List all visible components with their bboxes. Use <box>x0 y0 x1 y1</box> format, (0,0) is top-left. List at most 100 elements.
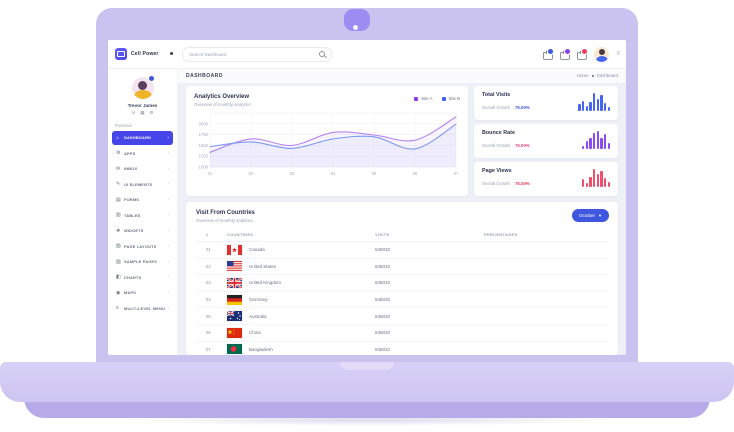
user-avatar[interactable] <box>594 46 610 62</box>
chevron-right-icon: › <box>167 274 169 281</box>
app-logo-icon[interactable] <box>115 48 127 60</box>
sidebar-item-apps[interactable]: ⚙ APPS › <box>112 146 173 161</box>
chevron-right-icon: › <box>167 181 169 188</box>
legend-swatch <box>414 96 419 101</box>
gear-icon[interactable]: ⚙ <box>149 110 154 115</box>
sidebar-item-label: FORMS <box>124 197 140 203</box>
notification-badge <box>547 47 555 55</box>
search-icon[interactable] <box>319 50 325 57</box>
laptop-base <box>0 362 734 402</box>
sidebar-item-ui-elements[interactable]: ✎ UI ELEMENTS › <box>112 177 173 192</box>
visits-value: 645032 <box>375 263 391 269</box>
visits-value: 645032 <box>375 346 391 352</box>
country-name: Australia <box>249 313 267 319</box>
spark-bar <box>593 133 596 149</box>
month-filter-label: October <box>579 213 596 218</box>
search-input[interactable] <box>183 51 315 57</box>
sidebar-item-label: SAMPLE PAGES <box>124 259 158 265</box>
stat-value: 75.00% <box>514 104 530 110</box>
sidebar-item-label: DASHBOARD <box>124 135 152 141</box>
svg-text:1500: 1500 <box>199 143 209 148</box>
messages-bag-icon[interactable] <box>560 47 572 60</box>
visits-value: 645032 <box>375 297 391 303</box>
table-row-china: 06 China 645032 <box>196 325 608 342</box>
row-index: 06 <box>206 330 211 336</box>
form-icon: ▤ <box>116 196 121 203</box>
laptop-notch <box>340 362 394 370</box>
sidebar-item-page-layouts[interactable]: ▧ PAGE LAYOUTS › <box>112 239 173 254</box>
chevron-right-icon: › <box>167 243 169 250</box>
spark-bar <box>593 169 596 187</box>
month-filter-button[interactable]: October ▼ <box>572 209 609 222</box>
stat-label: Overall Growth <box>482 104 510 110</box>
mail-icon[interactable]: ✉ <box>131 110 136 115</box>
grid-icon[interactable]: ▦ <box>140 110 145 115</box>
svg-text:2000: 2000 <box>199 121 209 126</box>
breadcrumb-separator <box>591 74 594 77</box>
spark-bar <box>582 145 585 149</box>
sidebar-item-label: MULTI-LEVEL MENU <box>124 305 166 311</box>
country-name: Bangladesh <box>249 346 273 352</box>
country-name: Germany <box>249 297 268 303</box>
menu-icon: ≡ <box>116 305 119 312</box>
stat-value: 75.00% <box>514 180 530 186</box>
laptop-base-strip <box>24 398 710 418</box>
flag-icon <box>227 344 242 355</box>
breadcrumb-home-link[interactable]: Home <box>576 73 589 78</box>
flag-icon <box>227 277 242 288</box>
legend-swatch <box>441 96 446 101</box>
spark-bar <box>604 103 607 111</box>
brand-name[interactable]: Cell Power <box>131 51 159 57</box>
chart-icon: ◧ <box>116 274 121 281</box>
sidebar-item-widgets[interactable]: ❖ WIDGETS › <box>112 224 173 239</box>
spark-bar <box>582 179 585 187</box>
sidebar-item-multi-level-menu[interactable]: ≡ MULTI-LEVEL MENU › <box>112 301 173 316</box>
mail-icon: ✉ <box>116 165 121 172</box>
sidebar-item-charts[interactable]: ◧ CHARTS › <box>112 270 173 285</box>
stat-label: Overall Growth <box>482 180 510 186</box>
sidebar-item-dashboard[interactable]: ⌂ DASHBOARD › <box>112 130 173 145</box>
row-index: 05 <box>206 313 211 319</box>
flag-icon <box>227 261 242 272</box>
sidebar-item-label: INBOX <box>124 166 138 172</box>
sidebar-profile: Trevor James ✉ ▦ ⚙ <box>108 68 177 116</box>
notification-badge <box>581 47 589 55</box>
svg-text:04: 04 <box>331 171 336 176</box>
spark-bar <box>596 174 599 187</box>
total-visits-card: Total Visits Overall Growth 75.00% <box>474 86 618 120</box>
row-index: 04 <box>206 297 211 303</box>
table-icon: ▥ <box>116 212 121 219</box>
sidebar-item-sample-pages[interactable]: ▨ SAMPLE PAGES › <box>112 255 173 270</box>
legend-item-site-b[interactable]: Site B <box>441 96 460 101</box>
cart-bag-icon[interactable] <box>577 47 589 60</box>
sidebar-item-tables[interactable]: ▥ TABLES › <box>112 208 173 223</box>
laptop-glyph-icon <box>117 51 125 57</box>
spark-bar <box>585 183 588 187</box>
visits-value: 645032 <box>375 313 391 319</box>
profile-name: Trevor James <box>127 103 158 108</box>
laptop-bezel: Cell Power ≡ Trevor James <box>96 8 638 362</box>
sidebar-toggle[interactable] <box>170 52 173 55</box>
home-icon: ⌂ <box>116 134 120 141</box>
sidebar-item-maps[interactable]: ◉ MAPS › <box>112 286 173 301</box>
spark-bar <box>589 176 592 187</box>
sidebar-item-label: MAPS <box>124 290 137 296</box>
profile-avatar[interactable] <box>131 77 154 99</box>
profile-quick-actions: ✉ ▦ ⚙ <box>131 110 154 116</box>
sidebar-item-label: TABLES <box>124 212 141 218</box>
layout-icon: ▧ <box>116 243 121 250</box>
sidebar-item-label: APPS <box>124 150 136 156</box>
legend-item-site-a[interactable]: Site A <box>414 96 433 101</box>
spark-bar <box>600 95 603 111</box>
country-name: China <box>249 330 261 336</box>
row-index: 01 <box>206 247 211 253</box>
settings-menu-icon[interactable]: ≡ <box>616 51 620 57</box>
legend-label: Site B <box>448 96 460 101</box>
sidebar-item-inbox[interactable]: ✉ INBOX › <box>112 162 173 177</box>
breadcrumb: Home Dashboard <box>577 73 618 78</box>
pages-icon: ▨ <box>116 258 121 265</box>
sidebar-item-forms[interactable]: ▤ FORMS › <box>112 193 173 208</box>
stat-title: Page Views <box>482 168 512 174</box>
page-bar: DASHBOARD Home Dashboard <box>178 68 626 84</box>
orders-bag-icon[interactable] <box>543 47 555 60</box>
